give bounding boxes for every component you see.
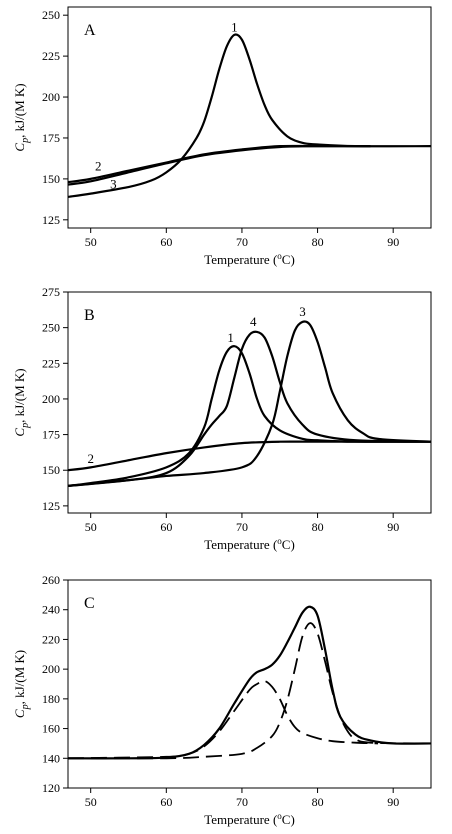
x-tick-label-a: 80 — [312, 235, 324, 249]
series-line-b-2 — [68, 440, 431, 472]
y-tick-label-c: 260 — [42, 573, 60, 587]
series-line-b-1 — [68, 345, 431, 488]
x-tick-label-a: 70 — [236, 235, 248, 249]
series-line-b-4 — [68, 330, 431, 488]
x-tick-label-c: 80 — [312, 795, 324, 809]
series-label-b-3: 3 — [299, 304, 306, 319]
y-tick-label-b: 250 — [42, 321, 60, 335]
y-tick-label-c: 220 — [42, 632, 60, 646]
y-axis-label-b: Cp, kJ/(M K) — [12, 368, 31, 436]
series-line-a-1 — [68, 33, 431, 198]
x-tick-label-a: 60 — [160, 235, 172, 249]
x-tick-label-c: 50 — [85, 795, 97, 809]
y-tick-label-c: 180 — [42, 692, 60, 706]
y-tick-label-a: 175 — [42, 131, 60, 145]
plot-frame-c — [67, 579, 432, 789]
y-tick-label-b: 125 — [42, 499, 60, 513]
y-tick-label-b: 275 — [42, 285, 60, 299]
x-axis-label-c: Temperature (oC) — [204, 811, 295, 827]
x-tick-label-c: 90 — [387, 795, 399, 809]
series-line-c-1 — [68, 605, 431, 760]
x-tick-label-a: 50 — [85, 235, 97, 249]
y-tick-label-c: 200 — [42, 662, 60, 676]
series-line-b-3 — [68, 320, 431, 488]
panel-label-b: B — [84, 307, 95, 324]
x-tick-label-c: 70 — [236, 795, 248, 809]
y-tick-label-a: 225 — [42, 49, 60, 63]
y-tick-label-a: 250 — [42, 8, 60, 22]
series-label-a-3: 3 — [110, 177, 117, 192]
y-tick-label-a: 200 — [42, 90, 60, 104]
y-tick-label-c: 140 — [42, 751, 60, 765]
x-tick-label-b: 60 — [160, 520, 172, 534]
plot-frame-a — [67, 6, 432, 229]
chart-panel-b: 125 150 175 200 225 250 275 50 60 70 80 90 Temperatu… — [12, 285, 432, 552]
x-tick-label-b: 70 — [236, 520, 248, 534]
y-tick-label-c: 160 — [42, 722, 60, 736]
y-axis-label-a: Cp, kJ/(M K) — [12, 83, 31, 151]
series-label-a-1: 1 — [231, 20, 238, 35]
plot-frame-b — [67, 291, 432, 514]
x-tick-label-b: 80 — [312, 520, 324, 534]
series-label-a-2: 2 — [95, 159, 102, 174]
x-axis-label-a: Temperature (oC) — [204, 251, 295, 267]
series-label-b-2: 2 — [87, 451, 94, 466]
y-tick-label-a: 125 — [42, 213, 60, 227]
x-axis-label-b: Temperature (oC) — [204, 536, 295, 552]
y-tick-label-c: 120 — [42, 781, 60, 795]
series-line-c-2 — [68, 680, 379, 760]
y-tick-label-b: 225 — [42, 356, 60, 370]
y-tick-label-b: 150 — [42, 463, 60, 477]
series-label-b-1: 1 — [227, 330, 234, 345]
y-axis-label-c: Cp, kJ/(M K) — [12, 650, 31, 718]
x-tick-label-b: 50 — [85, 520, 97, 534]
x-tick-label-c: 60 — [160, 795, 172, 809]
y-tick-label-b: 200 — [42, 392, 60, 406]
y-tick-label-b: 175 — [42, 428, 60, 442]
y-tick-label-c: 240 — [42, 603, 60, 617]
panel-label-c: C — [84, 595, 95, 612]
panel-label-a: A — [84, 22, 96, 39]
x-tick-label-a: 90 — [387, 235, 399, 249]
chart-panel-a: 125 150 175 200 225 250 50 60 70 80 90 Temperature … — [12, 6, 432, 267]
x-tick-label-b: 90 — [387, 520, 399, 534]
chart-panel-c: 120 140 160 180 200 220 240 260 50 60 70 80 90 Temper… — [12, 573, 432, 827]
series-label-b-4: 4 — [250, 314, 257, 329]
y-tick-label-a: 150 — [42, 172, 60, 186]
series-line-c-3 — [68, 622, 431, 760]
series-line-a-3 — [68, 144, 371, 186]
